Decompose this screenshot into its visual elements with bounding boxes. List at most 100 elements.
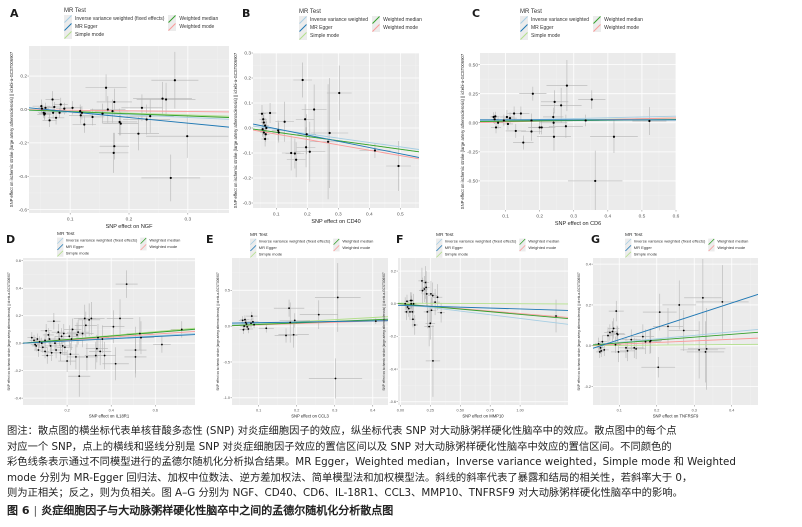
data-point [649, 339, 652, 342]
x-tick-label: 0.6 [153, 408, 158, 412]
x-tick-label: 0.50 [457, 408, 464, 412]
legend-label: Weighted median [179, 16, 219, 22]
legend-swatch [372, 24, 381, 32]
legend: MR Test Inverse variance weighted Weighted… [299, 9, 422, 40]
legend-swatch [708, 238, 715, 245]
panel-label: D [6, 233, 16, 246]
x-tick-label: 0.1 [67, 216, 74, 222]
data-point [246, 325, 249, 328]
x-tick-label: 0.3 [184, 216, 191, 222]
data-point [55, 349, 57, 351]
data-point [47, 334, 50, 336]
data-point [413, 324, 416, 326]
y-tick-label: 0.3 [244, 51, 251, 57]
data-point [426, 311, 429, 313]
data-point [608, 331, 611, 334]
data-point [305, 133, 308, 136]
data-point [522, 141, 525, 144]
panel-label: G [591, 233, 601, 246]
data-point [493, 118, 496, 121]
legend-swatch [708, 245, 715, 252]
legend-swatch [140, 237, 147, 244]
legend-title: MR Test [436, 233, 454, 238]
data-point [425, 293, 428, 295]
fit-line-wmode [593, 337, 758, 346]
y-tick-label: 0.5 [225, 289, 230, 293]
y-tick-label: -0.3 [243, 201, 252, 207]
legend-item-wmode: Weighted mode [708, 245, 749, 252]
legend-swatch [436, 238, 443, 245]
panel-label: E [206, 233, 214, 246]
y-tick-label: -0.4 [389, 367, 396, 371]
data-point [244, 321, 247, 324]
data-point [698, 348, 701, 351]
y-tick-label: 0.0 [391, 302, 396, 306]
legend-label: Weighted mode [528, 245, 557, 251]
y-tick-label: -0.4 [14, 396, 21, 400]
data-point [594, 179, 597, 183]
data-point [406, 306, 409, 308]
fit-line-egger [593, 293, 758, 349]
y-tick-label: -0.50 [467, 179, 478, 185]
legend-label: MR Egger [258, 245, 277, 251]
legend-swatch [520, 24, 528, 32]
x-tick-label: 0.2 [64, 408, 69, 412]
data-point [603, 348, 606, 351]
legend-item-egger: MR Egger [436, 245, 516, 252]
y-axis-label: SNP effect on ischemic stroke (large art… [382, 272, 386, 391]
data-point [538, 126, 541, 129]
data-point [308, 150, 311, 153]
data-point [397, 164, 400, 168]
legend-item-wmedian: Weighted median [372, 16, 422, 24]
legend-swatch [625, 238, 632, 245]
y-tick-label: 0.4 [586, 262, 591, 266]
data-point [682, 329, 685, 332]
data-point [40, 107, 44, 110]
data-point [304, 146, 308, 149]
data-point [134, 356, 137, 358]
data-point [512, 112, 516, 115]
data-point [552, 121, 555, 124]
fit-line-egger [253, 123, 419, 158]
data-point [317, 313, 320, 316]
legend-label: Weighted mode [342, 245, 371, 251]
data-point [112, 151, 115, 154]
legend-label: Weighted mode [383, 25, 419, 31]
data-point [429, 322, 432, 325]
data-point [169, 176, 172, 180]
data-point [553, 100, 556, 103]
data-point [99, 350, 102, 353]
data-point [52, 111, 55, 114]
x-tick-label: 0.2 [294, 408, 299, 412]
y-axis-label: SNP effect on ischemic stroke (large art… [9, 51, 14, 207]
data-point [428, 325, 431, 328]
data-point [598, 351, 601, 353]
data-point [436, 296, 439, 299]
data-point [94, 354, 97, 357]
y-tick-label: 0.0 [225, 324, 230, 328]
y-tick-label: 0.0 [244, 126, 251, 132]
data-point [268, 111, 272, 115]
data-point [264, 137, 267, 141]
caption-line: 彩色线条表示通过不同模型进行的孟德尔随机化分析拟合结果。MR Egger，Wei… [7, 456, 736, 468]
panel-D: D MR Test Inverse variance weighted (fixed… [0, 228, 200, 419]
x-tick-label: 0.1 [502, 213, 509, 219]
legend-swatch [299, 24, 307, 32]
x-tick-label: 0.4 [366, 211, 373, 217]
fit-line-wmedian [23, 328, 195, 344]
legend: MR Test Inverse variance weighted (fixed … [250, 233, 373, 258]
data-point [505, 115, 509, 119]
data-point [502, 119, 505, 122]
x-tick-label: 0.1 [273, 211, 280, 217]
data-point [657, 366, 660, 369]
data-point [421, 279, 423, 282]
data-point [506, 122, 510, 126]
data-point [630, 338, 633, 341]
fit-line-simple [593, 343, 758, 347]
data-point [285, 334, 287, 337]
y-tick-label: 0.1 [244, 101, 251, 107]
y-axis-label: SNP effect on ischemic stroke (large art… [460, 53, 465, 209]
data-point [530, 119, 533, 122]
data-point [41, 346, 44, 349]
scatter-plot: 0.00 0.25 0.50 0.75 1.00 -0.6 -0.4 -0.2 0.0 0.2 SN… [382, 258, 568, 419]
